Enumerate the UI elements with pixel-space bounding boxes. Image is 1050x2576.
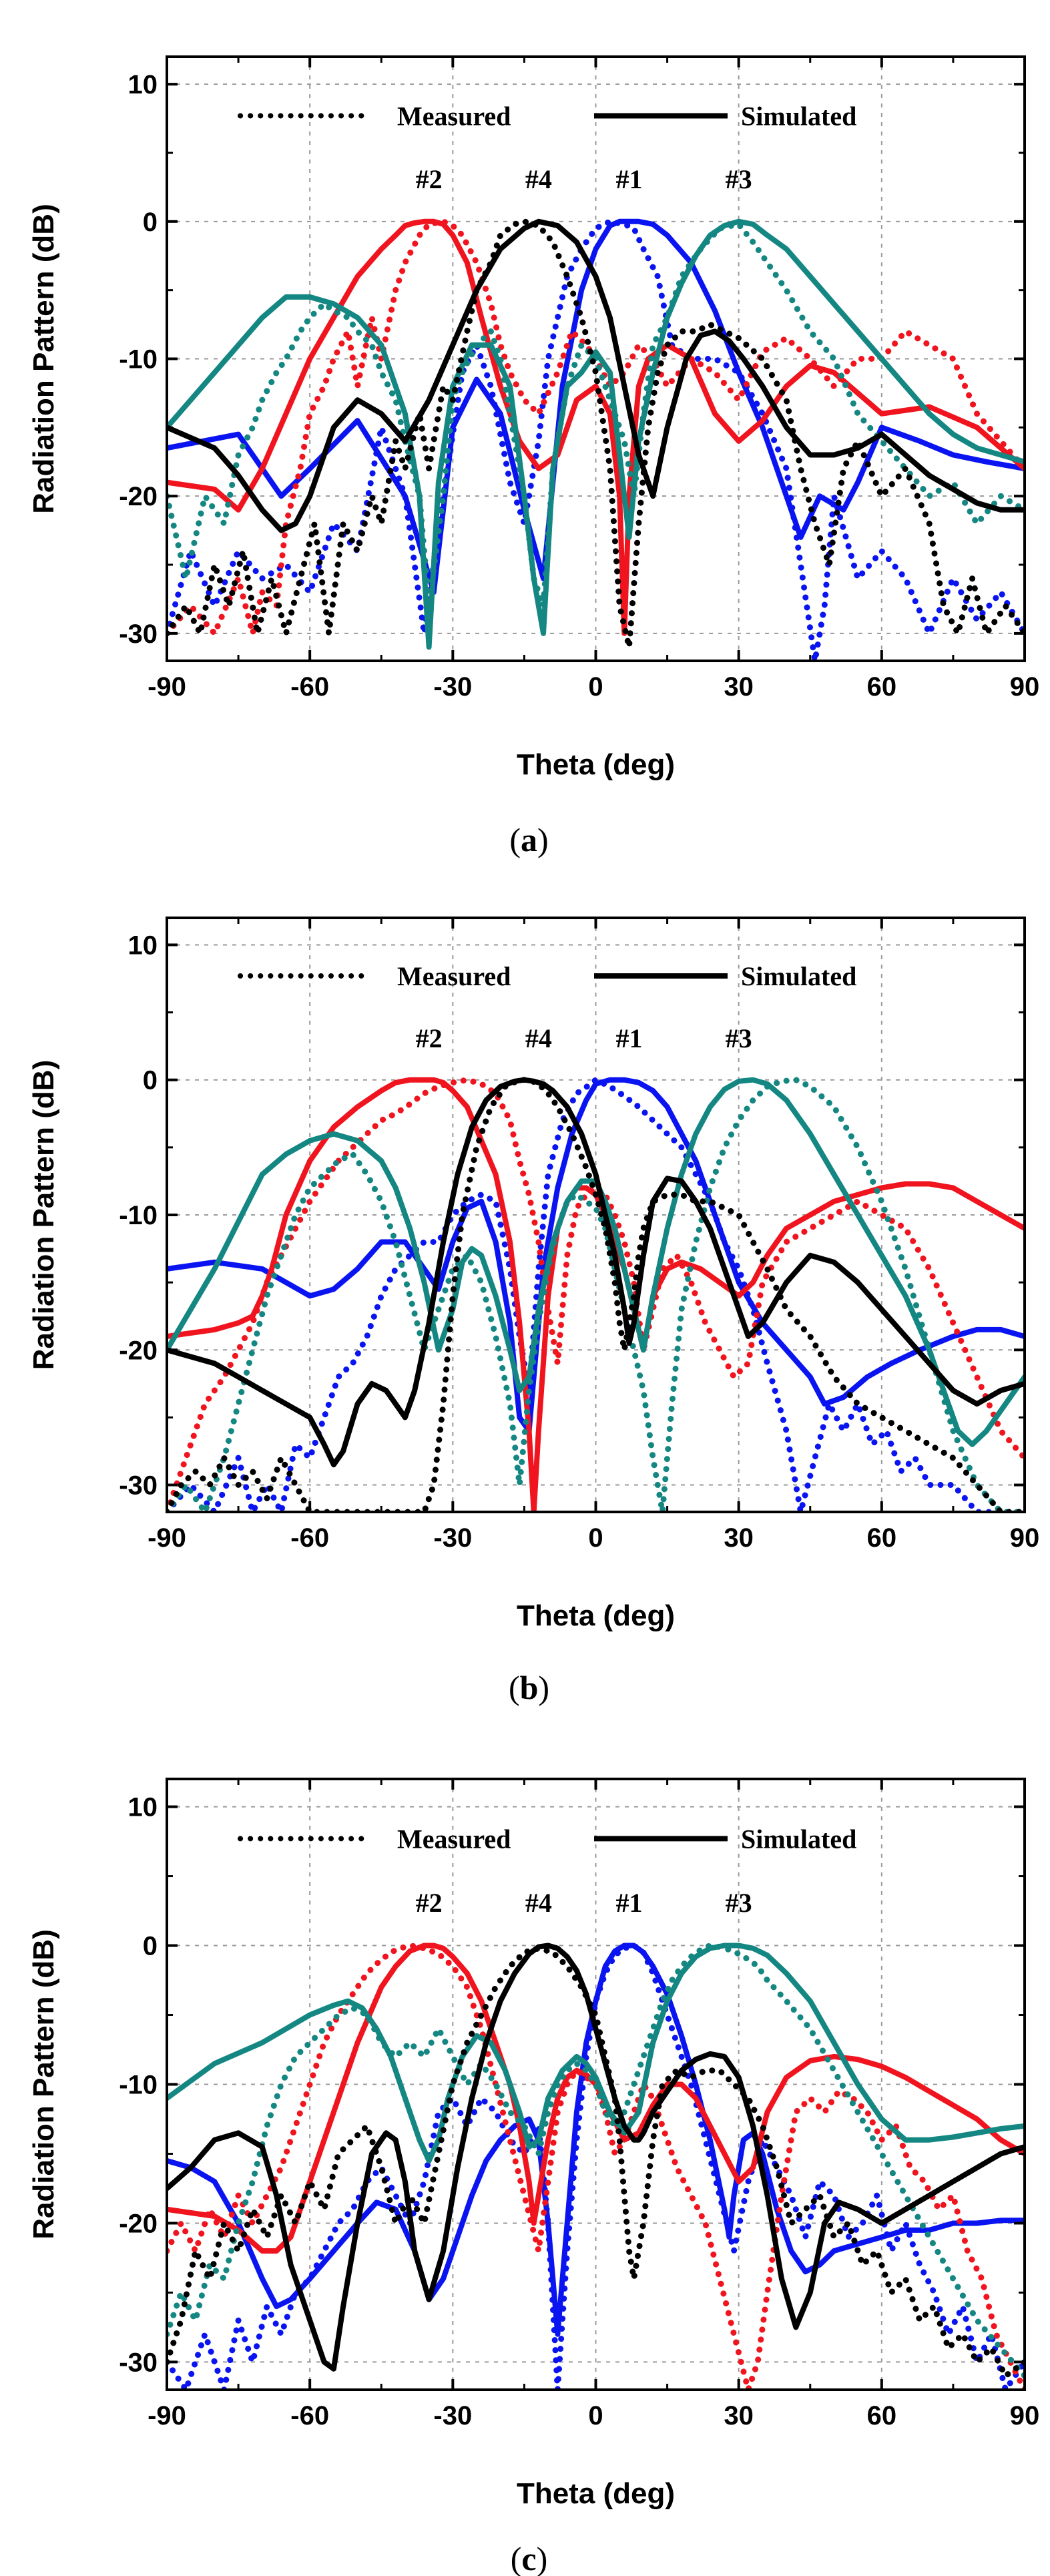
x-tick-label: -60 <box>290 2401 329 2430</box>
y-axis-label: Radiation Pattern (dB) <box>27 204 60 513</box>
y-tick-label: 0 <box>143 208 158 237</box>
x-tick-label: -30 <box>433 2401 472 2430</box>
series-line-beam3-simulated <box>167 1077 1025 1447</box>
x-tick-label: -60 <box>290 1523 329 1553</box>
x-tick-label: 0 <box>588 2401 603 2430</box>
x-tick-label: 60 <box>867 2401 897 2430</box>
series-line-beam1-measured <box>167 1077 1025 1512</box>
y-axis-label: Radiation Pattern (dB) <box>27 1060 60 1370</box>
chart-panel-c: -90 -60 -30 0 30 60 90 10 0 -10 -20 -30 Theta (deg) R… <box>27 1778 1040 2576</box>
x-tick-label: 90 <box>1010 1523 1040 1553</box>
y-tick-label: 10 <box>128 1793 158 1822</box>
x-axis-label: Theta (deg) <box>517 2477 675 2510</box>
series-line-beam3-measured <box>167 221 1025 609</box>
series-line-beam4-simulated <box>167 1077 1025 1468</box>
x-tick-label: 90 <box>1010 2401 1040 2430</box>
y-tick-label: -20 <box>119 2209 158 2238</box>
beam-label: #1 <box>615 1888 642 1918</box>
panel-caption: (b) <box>509 1669 549 1706</box>
series-line-beam2-measured <box>167 1077 1025 1512</box>
x-tick-label: 0 <box>588 672 603 702</box>
y-tick-label: 10 <box>128 70 158 99</box>
chart-panel-a: -90 -60 -30 0 30 60 90 10 0 -10 -20 -30 Theta (deg) R… <box>27 55 1040 858</box>
series-line-beam3-simulated <box>167 1943 1025 2163</box>
series-group <box>167 1943 1025 2390</box>
y-tick-label: -10 <box>119 2071 158 2100</box>
x-tick-label: -30 <box>433 1523 472 1553</box>
x-axis-label: Theta (deg) <box>517 1599 675 1632</box>
beam-label: #2 <box>416 164 443 194</box>
panel-caption: (a) <box>509 821 548 858</box>
y-tick-label: -20 <box>119 482 158 511</box>
chart-panel-b: -90 -60 -30 0 30 60 90 10 0 -10 -20 -30 Theta (deg) R… <box>27 917 1040 1706</box>
x-tick-label: 30 <box>724 1523 754 1553</box>
series-line-beam1-measured <box>167 1943 1025 2390</box>
x-tick-label: 60 <box>867 1523 897 1553</box>
beam-label: #4 <box>525 164 552 194</box>
y-tick-label: 0 <box>143 1932 158 1961</box>
beam-label: #2 <box>416 1023 443 1053</box>
series-line-beam3-measured <box>167 1077 1025 1512</box>
legend-measured-label: Measured <box>397 1824 511 1854</box>
y-tick-label: 10 <box>128 931 158 960</box>
y-tick-label: -20 <box>119 1336 158 1365</box>
x-tick-label: -90 <box>148 2401 186 2430</box>
series-line-beam3-simulated <box>167 218 1025 650</box>
x-tick-label: 0 <box>588 1523 603 1553</box>
series-line-beam4-measured <box>167 1077 1025 1512</box>
x-tick-label: -30 <box>433 672 472 702</box>
y-tick-label: -30 <box>119 1471 158 1501</box>
x-tick-label: -90 <box>148 672 186 702</box>
x-axis-label: Theta (deg) <box>517 748 675 781</box>
series-line-beam2-simulated <box>167 1943 1025 2254</box>
series-line-beam4-simulated <box>167 1943 1025 2372</box>
x-tick-label: -90 <box>148 1523 186 1553</box>
legend-measured-label: Measured <box>397 961 511 991</box>
y-tick-label: -30 <box>119 2348 158 2377</box>
x-tick-label: 30 <box>724 672 754 702</box>
series-line-beam4-measured <box>167 1945 1025 2379</box>
series-group <box>167 218 1025 661</box>
y-axis-label: Radiation Pattern (dB) <box>27 1929 60 2239</box>
beam-label: #3 <box>726 1023 752 1053</box>
y-tick-label: -10 <box>119 1201 158 1230</box>
series-line-beam1-measured <box>167 218 1025 661</box>
x-tick-label: 30 <box>724 2401 754 2430</box>
x-tick-label: -60 <box>290 672 329 702</box>
beam-label: #1 <box>615 1023 642 1053</box>
panel-caption: (c) <box>511 2540 548 2576</box>
beam-label: #3 <box>726 164 752 194</box>
legend-measured-label: Measured <box>397 101 511 131</box>
x-tick-label: 90 <box>1010 672 1040 702</box>
legend-simulated-label: Simulated <box>741 1824 856 1854</box>
beam-label: #1 <box>615 164 642 194</box>
legend-simulated-label: Simulated <box>741 961 856 991</box>
y-tick-label: 0 <box>143 1066 158 1095</box>
x-tick-label: 60 <box>867 672 897 702</box>
series-group <box>167 1077 1025 1512</box>
beam-label: #4 <box>525 1888 552 1918</box>
beam-label: #2 <box>416 1888 443 1918</box>
beam-label: #4 <box>525 1023 552 1053</box>
series-line-beam4-measured <box>167 218 1025 650</box>
y-tick-label: -30 <box>119 619 158 649</box>
legend-simulated-label: Simulated <box>741 101 856 131</box>
y-tick-label: -10 <box>119 345 158 374</box>
beam-label: #3 <box>726 1888 752 1918</box>
